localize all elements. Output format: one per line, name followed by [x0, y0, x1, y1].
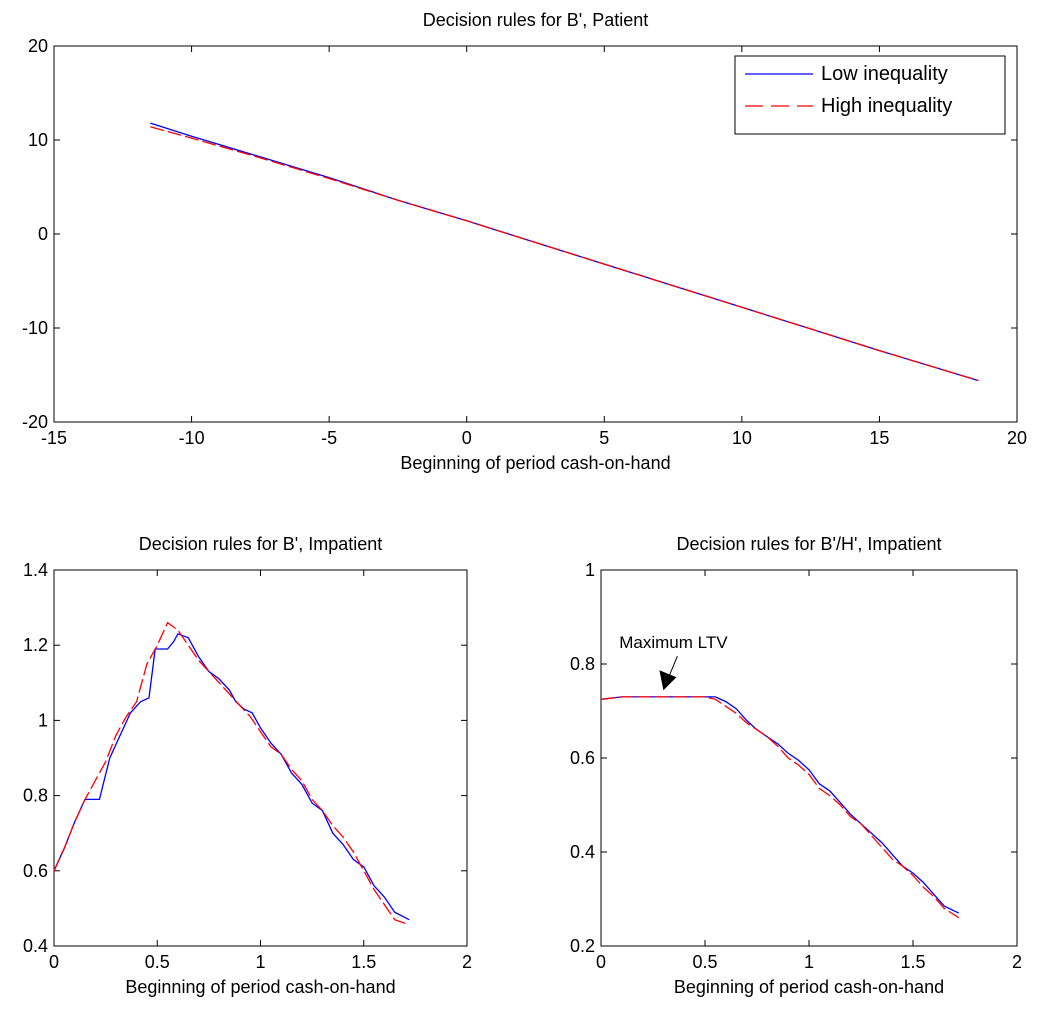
- x-tick-label: 15: [869, 428, 889, 448]
- y-tick-label: 20: [28, 36, 48, 56]
- y-tick-label: 0.4: [23, 936, 48, 956]
- x-tick-label: 1: [255, 952, 265, 972]
- x-tick-label: 2: [462, 952, 472, 972]
- annotation-label: Maximum LTV: [619, 633, 728, 652]
- x-tick-label: 1.5: [351, 952, 376, 972]
- x-tick-label: 0.5: [145, 952, 170, 972]
- plot-frame: [53, 569, 468, 947]
- chart-1: -15 -10 -5 0 5 10 15 20 -20 -10 0 10 20 Decision rule…: [22, 10, 1027, 473]
- x-tick-label: 0: [49, 952, 59, 972]
- legend-label: High inequality: [821, 95, 952, 117]
- series-line-low-inequality: [53, 633, 410, 921]
- x-axis-label: Beginning of period cash-on-hand: [674, 977, 944, 997]
- y-tick-label: 0.6: [23, 861, 48, 881]
- x-tick-label: 2: [1012, 952, 1022, 972]
- x-tick-label: 1.5: [900, 952, 925, 972]
- y-tick-label: 0.6: [570, 748, 595, 768]
- chart-2: 0 0.5 1 1.5 2 0.4 0.6 0.8 1 1.2 1.4 Decision rules …: [23, 534, 472, 997]
- annotation-arrow-head: [659, 670, 677, 691]
- y-tick-label: 0.8: [23, 786, 48, 806]
- x-tick-label: 20: [1007, 428, 1027, 448]
- x-axis-label: Beginning of period cash-on-hand: [125, 977, 395, 997]
- x-tick-label: 1: [804, 952, 814, 972]
- x-tick-label: 0.5: [692, 952, 717, 972]
- y-tick-label: 10: [28, 130, 48, 150]
- series-line-high-inequality: [53, 621, 406, 925]
- chart-title: Decision rules for B'/H', Impatient: [677, 534, 942, 554]
- x-tick-label: 0: [596, 952, 606, 972]
- plot-frame: [600, 569, 1018, 947]
- y-tick-label: 0: [38, 224, 48, 244]
- legend-label: Low inequality: [821, 63, 948, 85]
- x-axis-label: Beginning of period cash-on-hand: [400, 453, 670, 473]
- y-tick-label: 1: [38, 710, 48, 730]
- chart-title: Decision rules for B', Patient: [423, 10, 649, 30]
- chart-title: Decision rules for B', Impatient: [139, 534, 383, 554]
- legend-box: [734, 55, 1006, 135]
- series-line-high-inequality: [600, 696, 960, 919]
- chart-3: 0 0.5 1 1.5 2 0.2 0.4 0.6 0.8 1 Decision rules for…: [570, 534, 1022, 997]
- y-tick-label: 1: [585, 560, 595, 580]
- y-tick-label: 1.4: [23, 560, 48, 580]
- series-line-high-inequality: [150, 126, 979, 382]
- legend: Low inequality High inequality: [734, 55, 1006, 135]
- y-tick-label: 1.2: [23, 635, 48, 655]
- y-tick-label: -20: [22, 412, 48, 432]
- x-tick-label: 0: [462, 428, 472, 448]
- x-tick-label: -15: [41, 428, 67, 448]
- y-tick-label: 0.8: [570, 654, 595, 674]
- y-tick-label: 0.2: [570, 936, 595, 956]
- x-tick-label: -10: [179, 428, 205, 448]
- x-tick-label: -5: [321, 428, 337, 448]
- x-tick-label: 10: [732, 428, 752, 448]
- x-tick-label: 5: [599, 428, 609, 448]
- y-tick-label: -10: [22, 318, 48, 338]
- y-tick-label: 0.4: [570, 842, 595, 862]
